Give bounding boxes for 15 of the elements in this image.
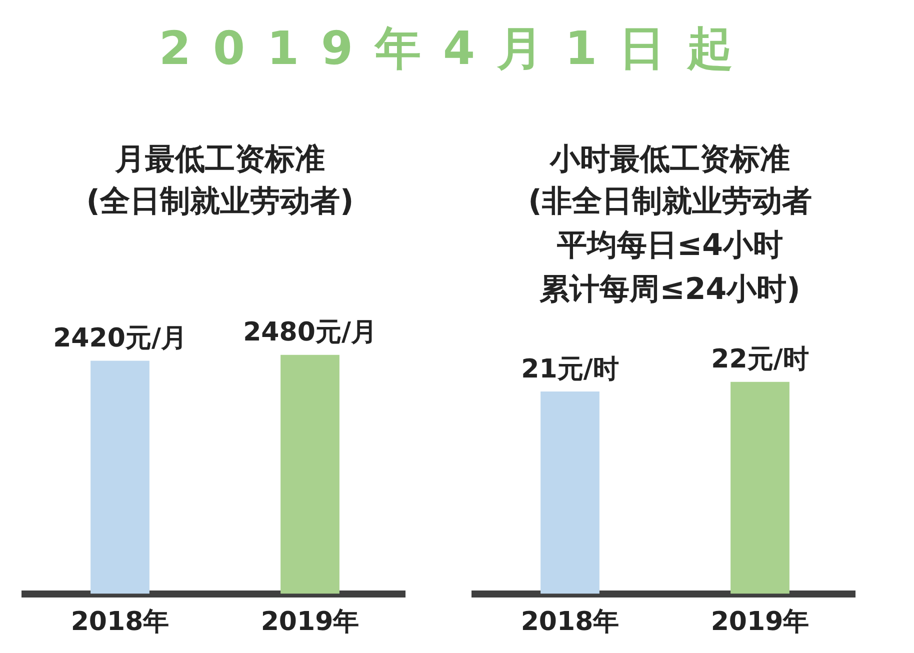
- chart-title: 小时最低工资标准: [548, 141, 791, 179]
- text: 平均每日≤4小时: [556, 227, 784, 265]
- text: 2019年4月1日起: [158, 20, 756, 77]
- data-label: 2420元/月: [53, 323, 187, 354]
- data-label: 21元/时: [521, 354, 619, 384]
- x-tick-label: 2018年: [70, 607, 170, 638]
- x-tick-label: 2019年: [260, 607, 360, 638]
- chart-title: 月最低工资标准: [114, 141, 326, 179]
- data-label: 2480元/月: [243, 318, 377, 348]
- data-label: 22元/时: [711, 344, 809, 375]
- x-tick-label: 2018年: [520, 607, 620, 638]
- text: 累计每周≤24小时): [538, 271, 802, 309]
- chart-subtitle: (全日制就业劳动者): [85, 183, 355, 221]
- chart-subtitle: (非全日制就业劳动者: [527, 183, 813, 221]
- x-tick-label: 2019年: [710, 607, 810, 638]
